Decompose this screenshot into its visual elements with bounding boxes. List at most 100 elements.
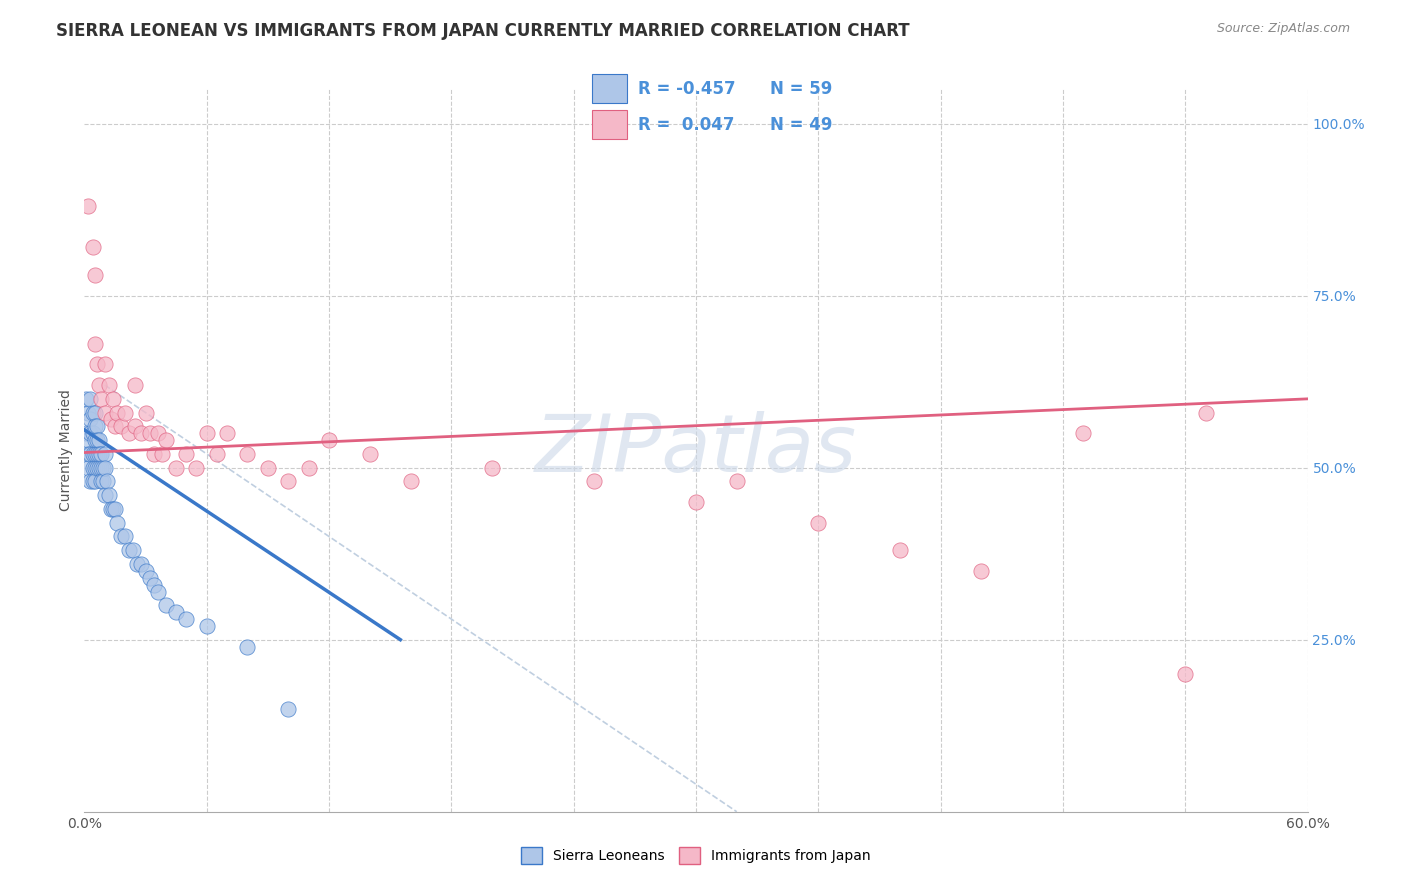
Text: SIERRA LEONEAN VS IMMIGRANTS FROM JAPAN CURRENTLY MARRIED CORRELATION CHART: SIERRA LEONEAN VS IMMIGRANTS FROM JAPAN … (56, 22, 910, 40)
Point (77, 199, 100, 213)
Point (87, 447, 110, 461)
Point (318, 433, 340, 447)
Point (96, 475, 118, 489)
Point (100, 502, 122, 516)
Point (155, 599, 177, 613)
Point (93, 447, 115, 461)
Point (236, 447, 259, 461)
Point (359, 447, 381, 461)
Point (83, 336, 105, 351)
Point (195, 619, 218, 633)
Point (86, 419, 108, 434)
Text: R = -0.457: R = -0.457 (638, 79, 735, 97)
Point (257, 460, 280, 475)
Point (138, 426, 160, 441)
Text: R =  0.047: R = 0.047 (638, 116, 735, 134)
Point (83, 475, 105, 489)
Point (186, 460, 208, 475)
Point (82, 406, 104, 420)
Point (146, 426, 169, 441)
Point (135, 564, 157, 578)
Point (77, 460, 100, 475)
Point (110, 419, 132, 434)
Point (298, 460, 321, 475)
Point (101, 392, 124, 406)
Point (82, 460, 104, 475)
Point (77, 447, 100, 461)
Point (124, 378, 146, 392)
Point (87, 378, 110, 392)
Point (75, 426, 97, 441)
Point (83, 447, 105, 461)
Point (685, 495, 707, 509)
Point (93, 488, 115, 502)
Point (86, 447, 108, 461)
Point (138, 571, 160, 585)
Point (79, 426, 101, 441)
Point (83, 268, 105, 282)
Point (165, 605, 187, 619)
Point (90, 475, 112, 489)
Y-axis label: Currently Married: Currently Married (59, 390, 73, 511)
Point (87, 460, 110, 475)
Point (118, 543, 141, 558)
Point (142, 577, 165, 591)
Point (97, 488, 120, 502)
Point (127, 557, 149, 571)
Point (82, 426, 104, 441)
Point (131, 557, 153, 571)
Point (82, 240, 104, 254)
Point (725, 475, 748, 489)
Point (131, 426, 153, 441)
Bar (592, 74, 627, 103)
Text: N = 49: N = 49 (770, 116, 832, 134)
Point (135, 406, 157, 420)
Point (83, 460, 105, 475)
Point (104, 502, 127, 516)
Point (93, 406, 115, 420)
Point (174, 612, 197, 626)
Point (124, 419, 146, 434)
Point (105, 406, 128, 420)
Point (83, 406, 105, 420)
Point (165, 460, 187, 475)
Point (86, 460, 108, 475)
Point (83, 419, 105, 434)
Point (205, 447, 228, 461)
Point (93, 358, 115, 372)
Point (86, 358, 108, 372)
Point (90, 447, 112, 461)
Point (79, 447, 101, 461)
Point (90, 392, 112, 406)
Point (195, 426, 218, 441)
Point (174, 447, 197, 461)
Point (86, 433, 108, 447)
Text: ZIPatlas: ZIPatlas (534, 411, 858, 490)
Point (77, 406, 100, 420)
Point (114, 529, 136, 543)
Point (236, 640, 259, 654)
Point (90, 460, 112, 475)
Point (110, 529, 132, 543)
Point (75, 392, 97, 406)
Point (155, 433, 177, 447)
Point (79, 475, 101, 489)
Point (146, 584, 169, 599)
Point (105, 516, 128, 530)
Point (114, 406, 136, 420)
Legend: Sierra Leoneans, Immigrants from Japan: Sierra Leoneans, Immigrants from Japan (516, 842, 876, 870)
Point (583, 475, 606, 489)
Text: N = 59: N = 59 (770, 79, 832, 97)
Point (217, 426, 239, 441)
Bar (592, 111, 627, 139)
Point (889, 543, 911, 558)
Point (93, 460, 115, 475)
Point (277, 475, 299, 489)
Point (122, 543, 145, 558)
Point (79, 412, 101, 426)
Point (1195, 406, 1218, 420)
Point (91, 460, 114, 475)
Point (1174, 667, 1197, 681)
Point (399, 475, 422, 489)
Point (97, 378, 120, 392)
